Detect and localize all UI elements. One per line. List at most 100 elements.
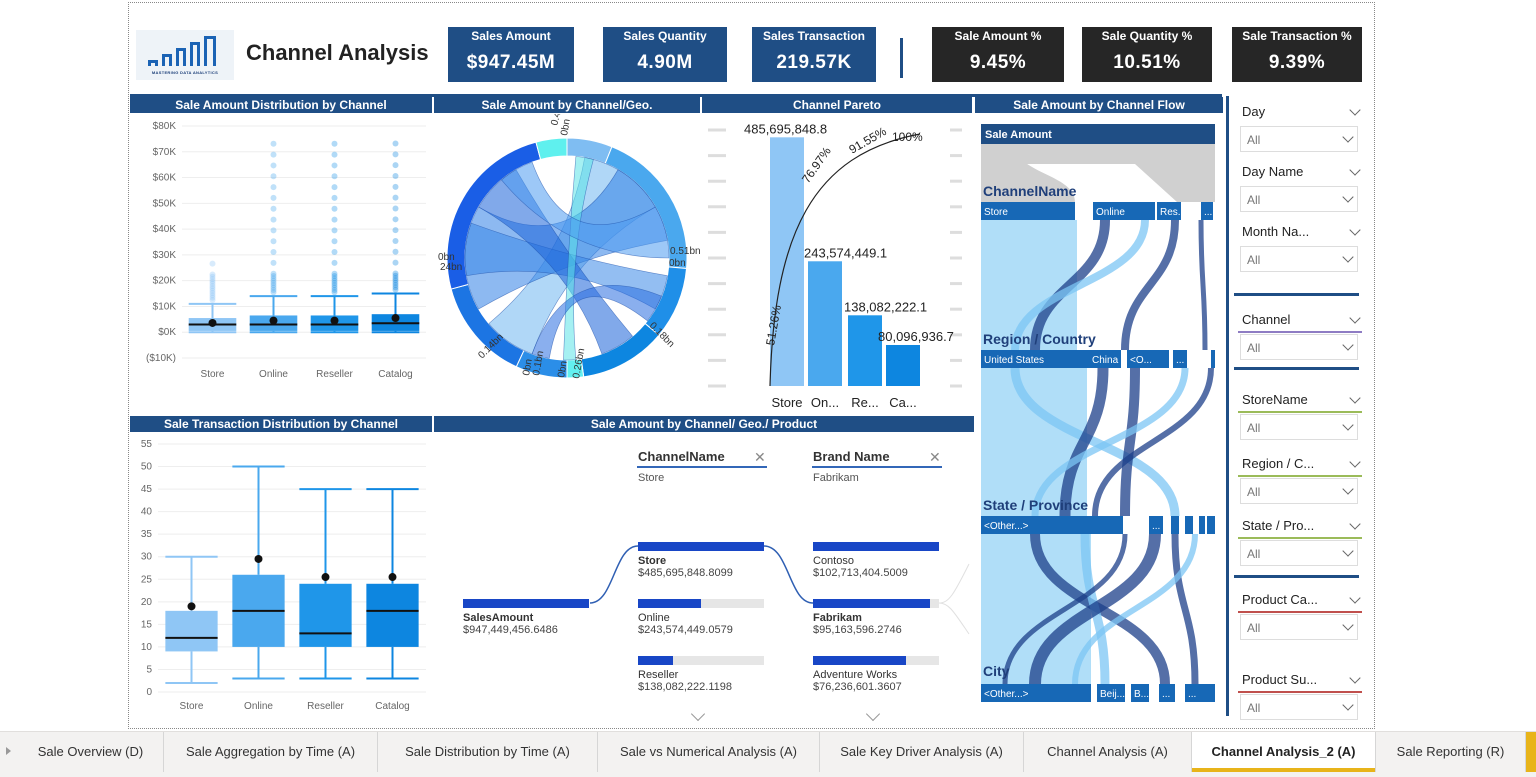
pareto-bar[interactable] (886, 344, 920, 386)
slicer-dropdown[interactable]: All (1240, 334, 1358, 360)
sankey-node[interactable] (1185, 516, 1193, 534)
mean-marker (321, 573, 330, 582)
chevron-down-icon[interactable] (1349, 164, 1361, 176)
page-tab[interactable]: Sale Overview (D) (18, 732, 164, 772)
sankey-node[interactable] (1211, 350, 1215, 368)
sankey-flow[interactable] (1010, 367, 1180, 517)
outlier-point (331, 162, 338, 169)
sankey-node[interactable] (1173, 350, 1187, 368)
slicer-dropdown[interactable]: All (1240, 614, 1358, 640)
pareto-bar[interactable] (808, 261, 842, 386)
sankey-node[interactable] (981, 516, 1123, 534)
page-tab[interactable]: Sale Reporting (R) (1376, 732, 1526, 772)
chevron-down-icon[interactable] (1349, 392, 1361, 404)
decomp-brand-node[interactable]: Adventure Works $76,236,601.3607 (813, 656, 939, 693)
sankey-flow-chart[interactable]: Sale Amount ChannelName Store Online Res....… (975, 114, 1223, 714)
sankey-flow[interactable] (1002, 533, 1128, 685)
slicer-dropdown[interactable]: All (1240, 540, 1358, 566)
decomp-brand-node[interactable]: Contoso $102,713,404.5009 (813, 542, 939, 579)
chord-ribbon[interactable] (501, 161, 670, 259)
sankey-flow[interactable] (1030, 219, 1110, 351)
sankey-flow[interactable] (1171, 533, 1199, 685)
chord-ribbon[interactable] (531, 285, 662, 359)
decomp-header-channel[interactable]: ChannelName (638, 449, 725, 464)
decomp-channel-node[interactable]: Store $485,695,848.8099 (638, 542, 764, 579)
chevron-down-icon[interactable] (1349, 672, 1361, 684)
sankey-node[interactable] (1093, 202, 1155, 220)
sankey-flow[interactable] (1072, 533, 1198, 685)
page-tab[interactable]: Sale Aggregation by Time (A) (164, 732, 378, 772)
mean-marker (388, 573, 397, 582)
sankey-flow[interactable] (1059, 367, 1109, 517)
chevron-down-icon[interactable] (1349, 592, 1361, 604)
sankey-node[interactable] (1159, 684, 1175, 702)
sankey-node[interactable] (981, 684, 1091, 702)
sankey-node[interactable] (1199, 516, 1205, 534)
page-tab[interactable]: Channel Analysis_2 (A) (1192, 732, 1376, 772)
pareto-bar[interactable] (770, 137, 804, 386)
sankey-node-label: ... (1162, 689, 1170, 700)
logo: MASTERING DATA ANALYTICS (136, 30, 234, 80)
decomp-channel-node[interactable]: Reseller $138,082,222.1198 (638, 656, 764, 693)
slicer-dropdown[interactable]: All (1240, 186, 1358, 212)
close-icon[interactable]: ✕ (754, 449, 766, 465)
sankey-node[interactable] (1157, 202, 1181, 220)
sankey-flow[interactable] (1011, 219, 1149, 351)
chevron-down-icon[interactable] (1349, 104, 1361, 116)
page-tab[interactable]: Sale vs Numerical Analysis (A) (598, 732, 820, 772)
sankey-flow[interactable] (1031, 367, 1189, 517)
pareto-chart[interactable]: 485,695,848.8 Store 243,574,449.1 On... 138,… (702, 114, 972, 414)
sankey-node[interactable] (1201, 202, 1213, 220)
slicer-dropdown[interactable]: All (1240, 414, 1358, 440)
slicer-dropdown[interactable]: All (1240, 694, 1358, 720)
sankey-node[interactable] (981, 350, 1089, 368)
sankey-node[interactable] (1149, 516, 1163, 534)
mean-marker (254, 554, 263, 563)
chord-arc[interactable] (535, 137, 568, 161)
outlier-point (209, 294, 216, 301)
sankey-flow[interactable] (1120, 367, 1140, 517)
chord-chart[interactable]: 0.4bn0bn0.51bn0bn0.18bn0.26bn0bn0.1bn0bn… (434, 114, 700, 414)
slicer-group-separator (1234, 293, 1359, 296)
chevron-down-icon[interactable] (1349, 224, 1361, 236)
decomp-channel-node[interactable]: Online $243,574,449.0579 (638, 599, 764, 636)
sankey-node[interactable] (1089, 350, 1121, 368)
sankey-flow[interactable] (1121, 219, 1179, 351)
sankey-flow[interactable] (1029, 533, 1161, 685)
page-tab[interactable]: Channel Analysis (A) (1024, 732, 1192, 772)
amount-box-plot[interactable]: $80K $70K $60K $50K $40K $30K $20K $10K $0K ($10K… (130, 114, 432, 384)
sankey-flow[interactable] (1092, 367, 1214, 517)
decomp-root-node[interactable]: SalesAmount $947,449,456.6486 (463, 599, 589, 636)
sankey-node[interactable] (981, 202, 1075, 220)
sankey-root-node[interactable] (981, 124, 1215, 144)
page-tab[interactable]: Sale Key Driver Analysis (A) (820, 732, 1024, 772)
chord-ribbon[interactable] (563, 156, 594, 361)
slicer-dropdown[interactable]: All (1240, 126, 1358, 152)
kpi-card: Sales Amount $947.45M (448, 27, 574, 82)
kpi-value: 4.90M (637, 52, 693, 73)
slicer-dropdown[interactable]: All (1240, 478, 1358, 504)
slicer-dropdown[interactable]: All (1240, 246, 1358, 272)
pareto-bar[interactable] (848, 315, 882, 386)
y-tick-label: $10K (153, 301, 177, 312)
outlier-point (331, 277, 338, 284)
close-icon[interactable]: ✕ (929, 449, 941, 465)
decomp-brand-node[interactable]: Fabrikam $95,163,596.2746 (813, 599, 939, 636)
sankey-node[interactable] (1127, 350, 1169, 368)
chevron-down-icon[interactable] (1349, 518, 1361, 530)
sankey-node[interactable] (1185, 684, 1215, 702)
sankey-flow[interactable] (1198, 219, 1208, 351)
sankey-node[interactable] (1097, 684, 1125, 702)
chevron-down-icon[interactable] (1349, 312, 1361, 324)
sankey-node[interactable] (1207, 516, 1215, 534)
page-tab[interactable]: Sale Distribution by Time (A) (378, 732, 598, 772)
sankey-node[interactable] (1131, 684, 1149, 702)
chevron-down-icon[interactable] (1349, 456, 1361, 468)
decomp-header-brand[interactable]: Brand Name (813, 449, 890, 464)
sankey-node[interactable] (1171, 516, 1179, 534)
box-store[interactable] (165, 610, 218, 652)
box-reseller[interactable] (299, 583, 352, 647)
box-catalog[interactable] (366, 583, 419, 647)
tab-scroll-arrow-icon[interactable] (6, 747, 11, 755)
